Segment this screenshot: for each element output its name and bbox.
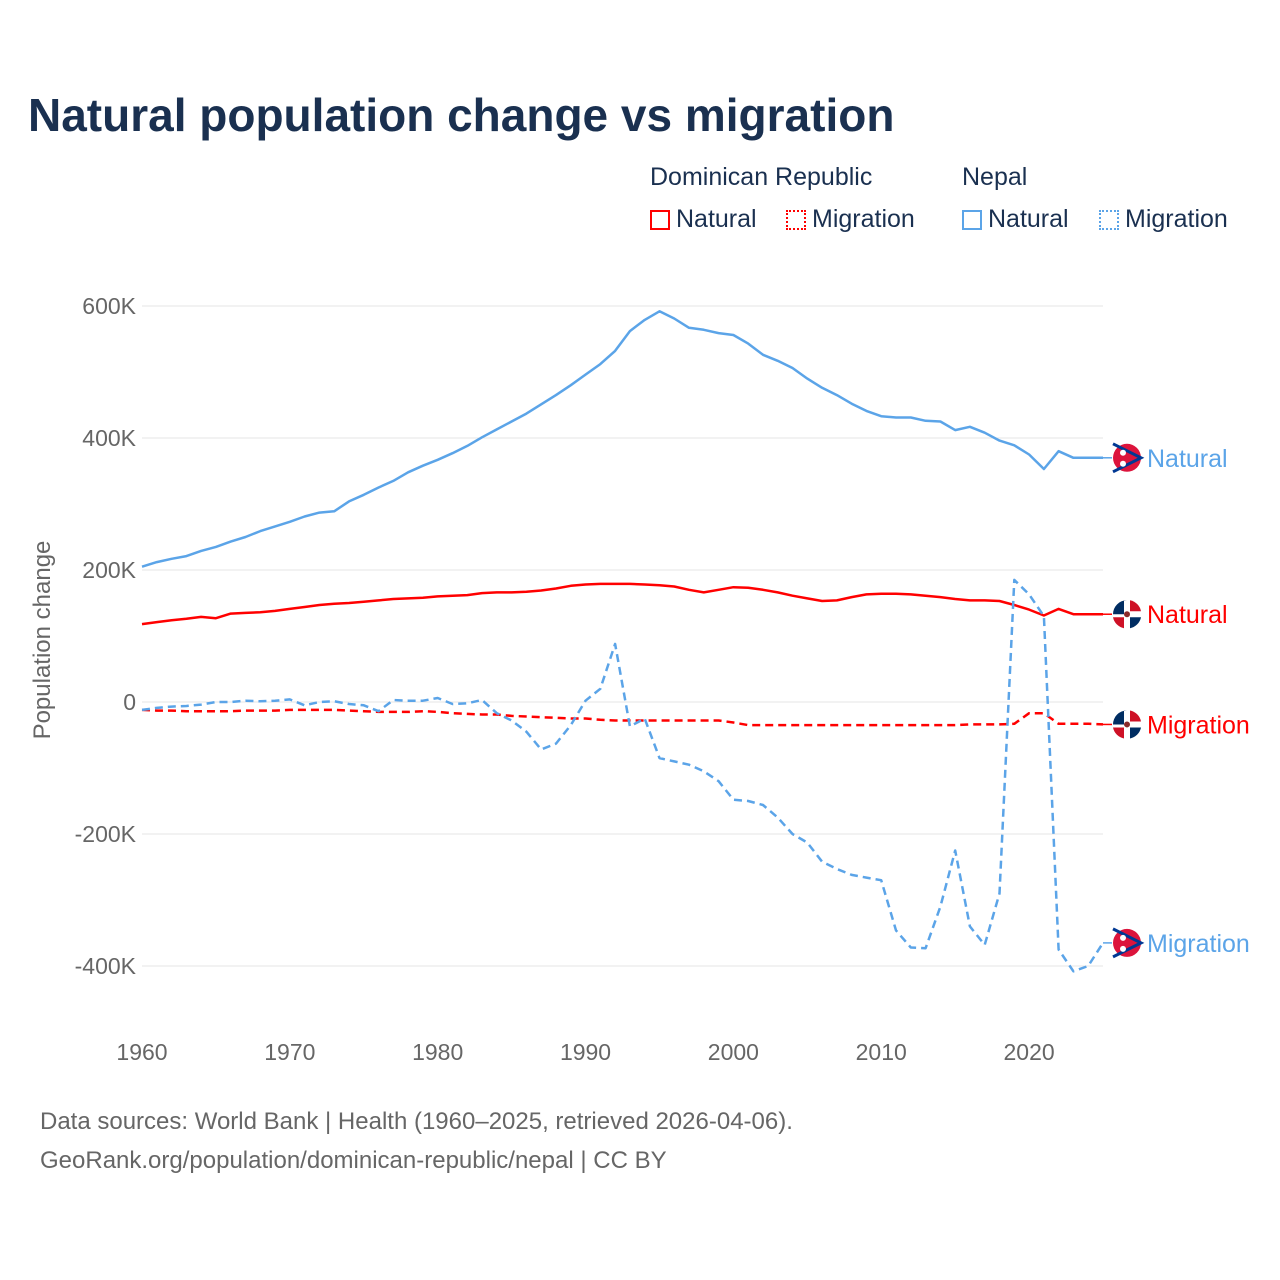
end-label: Migration <box>1147 711 1250 739</box>
flag-quarter <box>1113 617 1124 629</box>
flag-border <box>1112 442 1145 474</box>
x-tick-label: 2000 <box>708 1039 759 1065</box>
legend-item-nepal-natural[interactable]: Natural <box>962 205 1069 234</box>
y-tick-label: -400K <box>75 953 137 979</box>
dominican-republic-flag-icon <box>1113 600 1141 629</box>
flag-sun <box>1120 945 1126 952</box>
flag-emblem <box>1124 611 1130 618</box>
y-tick-label: 200K <box>82 557 136 583</box>
flag-emblem <box>1124 721 1130 728</box>
legend-label: Migration <box>1125 205 1228 233</box>
nepal-flag-icon <box>1112 442 1145 474</box>
end-label: Natural <box>1147 601 1228 629</box>
series-line-dominican-republic-migration <box>141 708 1104 727</box>
y-axis-label: Population change <box>29 541 56 740</box>
legend-label: Natural <box>676 205 757 233</box>
solid-line-swatch-icon <box>650 209 670 230</box>
flag-quarter <box>1113 727 1124 739</box>
flag-border <box>1112 927 1145 959</box>
legend-group-nepal: Nepal <box>962 163 1028 191</box>
flag-quarter <box>1113 600 1127 615</box>
end-label: Migration <box>1147 930 1250 958</box>
series-line-dominican-republic-natural <box>141 582 1103 626</box>
x-tick-label: 1980 <box>412 1039 463 1065</box>
legend-item-dr-natural[interactable]: Natural <box>650 205 757 234</box>
series-line-nepal-natural <box>141 310 1103 568</box>
flag-background <box>1113 443 1141 472</box>
series-line-nepal-migration <box>141 578 1105 973</box>
flag-quarter <box>1113 710 1127 725</box>
flag-quarter <box>1130 727 1141 739</box>
legend-item-nepal-migration[interactable]: Migration <box>1099 205 1228 234</box>
end-label: Natural <box>1147 445 1228 473</box>
flag-background <box>1113 928 1141 957</box>
dotted-line-swatch-icon <box>1099 209 1119 230</box>
flag-quarter <box>1130 710 1141 722</box>
flag-moon <box>1120 449 1126 456</box>
footer-sources: Data sources: World Bank | Health (1960–… <box>40 1108 793 1135</box>
x-tick-label: 1990 <box>560 1039 611 1065</box>
solid-line-swatch-icon <box>962 209 982 230</box>
y-tick-label: -200K <box>75 821 137 847</box>
flag-sun <box>1120 460 1126 467</box>
nepal-flag-icon <box>1112 927 1145 959</box>
y-tick-label: 400K <box>82 425 136 451</box>
flag-moon <box>1120 934 1126 941</box>
dominican-republic-flag-icon <box>1113 710 1141 739</box>
flag-quarter <box>1130 617 1141 629</box>
x-tick-label: 1960 <box>116 1039 167 1065</box>
x-tick-label: 2010 <box>856 1039 907 1065</box>
legend-label: Migration <box>812 205 915 233</box>
dotted-line-swatch-icon <box>786 209 806 230</box>
legend-label: Natural <box>988 205 1069 233</box>
x-tick-label: 2020 <box>1003 1039 1054 1065</box>
footer-link[interactable]: GeoRank.org/population/dominican-republi… <box>40 1147 667 1174</box>
y-tick-label: 0 <box>123 689 136 715</box>
chart-title: Natural population change vs migration <box>28 89 895 141</box>
legend-group-dominican-republic: Dominican Republic <box>650 163 873 191</box>
legend-item-dr-migration[interactable]: Migration <box>786 205 915 234</box>
x-tick-label: 1970 <box>264 1039 315 1065</box>
flag-quarter <box>1130 600 1141 612</box>
y-tick-label: 600K <box>82 293 136 319</box>
